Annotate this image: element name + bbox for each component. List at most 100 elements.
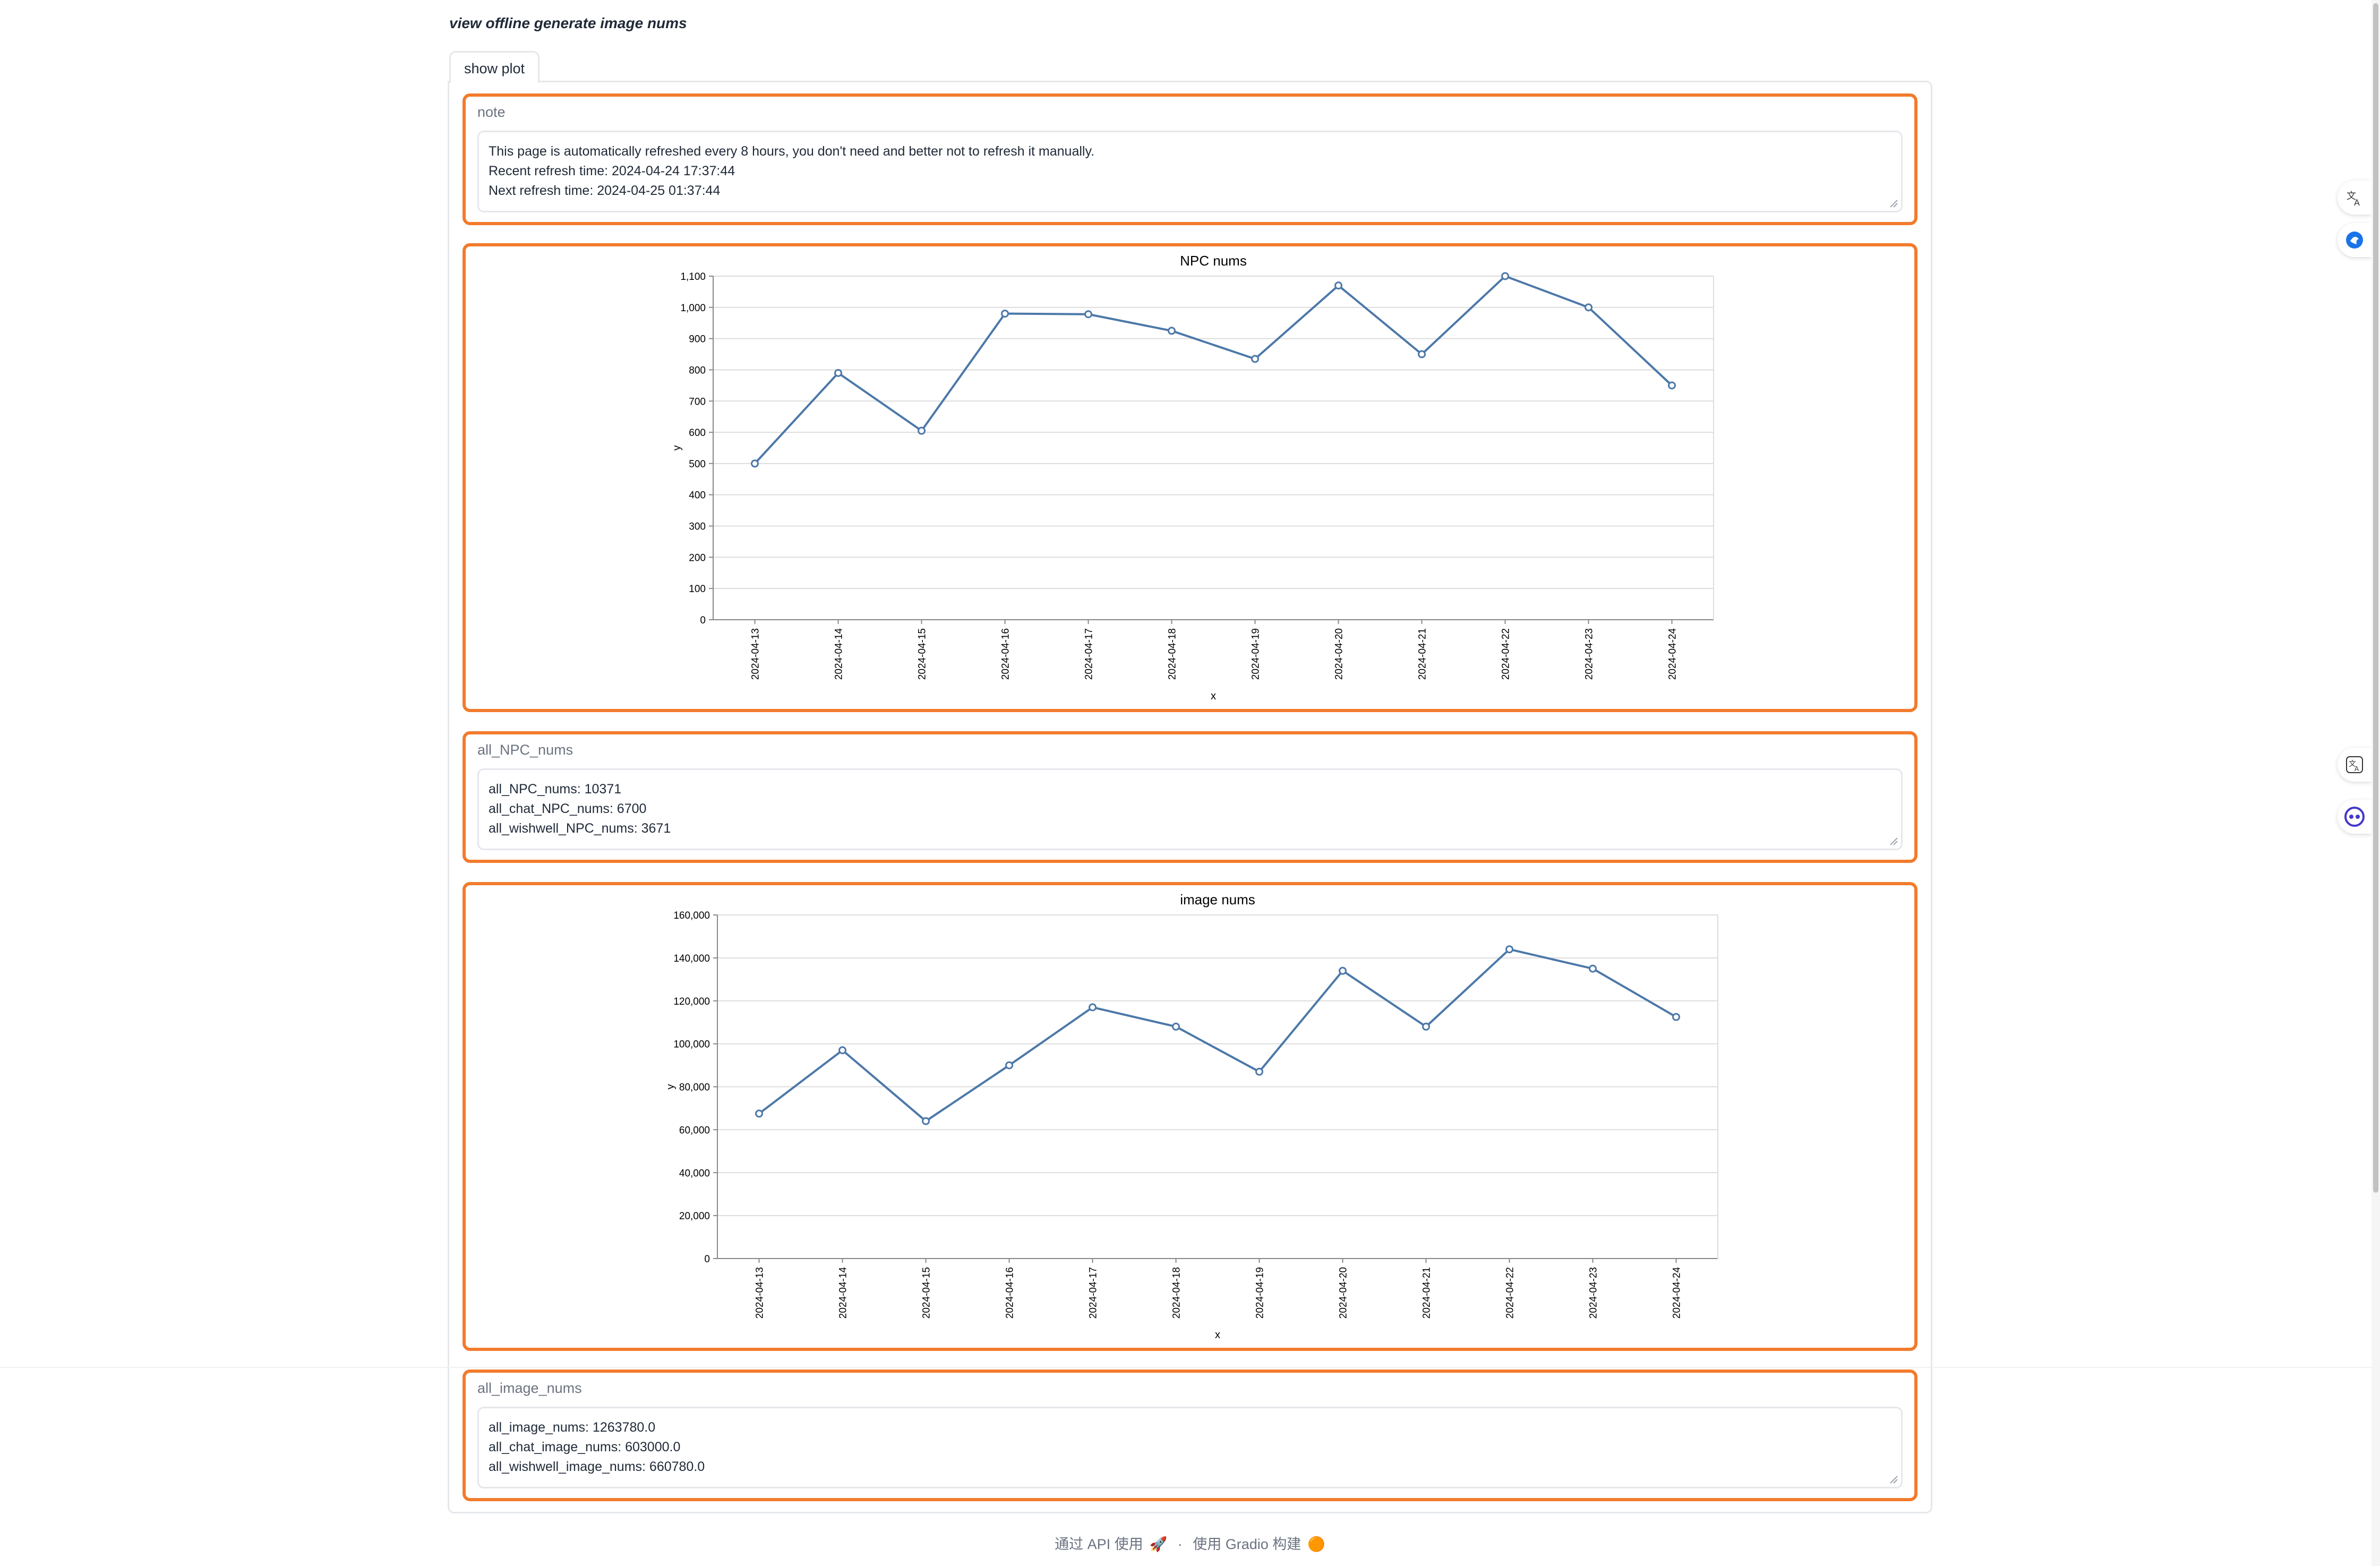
scrollbar-thumb[interactable]: [2373, 3, 2378, 1193]
npc-nums-chart: NPC nums 0 100 200 300 400 500 600 700 800 900 1,00…: [671, 253, 1714, 702]
y-tick-label: 300: [689, 521, 706, 533]
x-tick-label: 2024-04-13: [750, 628, 761, 680]
gradio-logo-icon: 🟠: [1307, 1536, 1325, 1552]
note-label: note: [477, 104, 506, 120]
x-tick-label: 2024-04-14: [834, 628, 845, 680]
resize-handle-icon[interactable]: [1888, 1474, 1898, 1484]
y-tick-label: 900: [689, 334, 706, 345]
npc-chart-block: NPC nums 0 100 200 300 400 500 600 700 800 900 1,00…: [463, 243, 1917, 712]
data-point: [1339, 966, 1347, 975]
note-line: Next refresh time: 2024-04-25 01:37:44: [489, 183, 721, 198]
image-nums-chart: image nums 0 20,000 40,000 60,000 80,000 100,0…: [665, 892, 1718, 1341]
data-point: [922, 1117, 930, 1125]
series-line: [758, 948, 1677, 1123]
data-point: [1501, 272, 1509, 280]
all-npc-textbox[interactable]: all_NPC_nums: 10371 all_chat_NPC_nums: 6…: [477, 768, 1903, 850]
all-npc-line: all_NPC_nums: 10371: [489, 782, 622, 797]
x-tick-label: 2024-04-16: [1000, 628, 1012, 680]
rocket-icon: 🚀: [1149, 1536, 1168, 1552]
data-point: [1585, 303, 1593, 312]
x-tick-label: 2024-04-19: [1255, 1267, 1266, 1319]
resize-handle-icon[interactable]: [1888, 836, 1898, 845]
y-tick-label: 200: [689, 552, 706, 563]
svg-text:A: A: [2355, 765, 2359, 773]
y-tick-label: 1,000: [680, 303, 706, 314]
data-point: [834, 369, 842, 377]
y-tick-label: 400: [689, 490, 706, 501]
y-tick-label: 160,000: [673, 910, 710, 921]
x-tick-label: 2024-04-21: [1422, 1267, 1433, 1319]
data-point: [751, 459, 759, 468]
x-axis-label: x: [1211, 690, 1216, 702]
x-tick-label: 2024-04-24: [1672, 1267, 1683, 1319]
x-tick-label: 2024-04-23: [1588, 1267, 1599, 1319]
x-tick-label: 2024-04-18: [1171, 1267, 1183, 1319]
data-point: [1668, 381, 1676, 390]
y-tick-label: 20,000: [679, 1211, 710, 1222]
resize-handle-icon[interactable]: [1888, 198, 1898, 208]
all-image-label: all_image_nums: [477, 1380, 582, 1396]
x-tick-label: 2024-04-19: [1251, 628, 1262, 680]
x-tick-label: 2024-04-17: [1088, 1267, 1099, 1319]
series-line: [754, 275, 1673, 465]
y-tick-label: 1,100: [680, 271, 706, 283]
y-tick-label: 80,000: [679, 1082, 710, 1093]
bird-icon[interactable]: [2338, 223, 2372, 257]
chart-title: image nums: [1180, 892, 1255, 908]
x-tick-label: 2024-04-18: [1167, 628, 1178, 680]
svg-text:文: 文: [2347, 191, 2356, 202]
note-textbox[interactable]: This page is automatically refreshed eve…: [477, 131, 1903, 212]
x-tick-label: 2024-04-22: [1505, 1267, 1516, 1319]
divider: [0, 1367, 2372, 1368]
x-tick-label: 2024-04-16: [1005, 1267, 1016, 1319]
footer: 通过 API 使用 🚀 · 使用 Gradio 构建 🟠: [0, 1533, 2380, 1553]
y-tick-label: 40,000: [679, 1168, 710, 1179]
page-title: view offline generate image nums: [449, 15, 687, 31]
x-tick-label: 2024-04-13: [755, 1267, 766, 1319]
data-point: [1255, 1067, 1263, 1076]
data-point: [1418, 350, 1426, 358]
data-point: [1589, 964, 1597, 973]
y-tick-label: 120,000: [673, 996, 710, 1007]
tab-show-plot[interactable]: show plot: [449, 51, 540, 83]
all-npc-line: all_wishwell_NPC_nums: 3671: [489, 821, 671, 836]
x-tick-label: 2024-04-14: [838, 1267, 849, 1319]
y-tick-label: 100,000: [673, 1039, 710, 1050]
data-point: [755, 1109, 763, 1118]
all-image-line: all_wishwell_image_nums: 660780.0: [489, 1459, 705, 1474]
all-image-block: all_image_nums all_image_nums: 1263780.0…: [463, 1370, 1917, 1501]
api-link[interactable]: 通过 API 使用: [1055, 1536, 1143, 1552]
x-tick-label: 2024-04-24: [1667, 628, 1679, 680]
y-axis-label: y: [671, 446, 683, 451]
y-tick-label: 0: [704, 1254, 710, 1265]
all-npc-label: all_NPC_nums: [477, 742, 573, 758]
x-axis-label: x: [1215, 1329, 1220, 1341]
y-tick-label: 0: [700, 615, 706, 626]
data-point: [1422, 1022, 1430, 1031]
data-point: [1084, 310, 1092, 319]
image-chart-block: image nums 0 20,000 40,000 60,000 80,000 100,0…: [463, 882, 1917, 1351]
svg-text:A: A: [2354, 198, 2360, 207]
data-point: [1001, 310, 1009, 318]
y-tick-label: 140,000: [673, 953, 710, 964]
y-tick-label: 800: [689, 365, 706, 376]
footer-separator: ·: [1177, 1536, 1183, 1552]
data-point: [838, 1046, 846, 1055]
assistant-icon[interactable]: [2338, 800, 2372, 834]
data-point: [1334, 281, 1342, 290]
all-npc-block: all_NPC_nums all_NPC_nums: 10371 all_cha…: [463, 731, 1917, 863]
data-point: [1672, 1013, 1680, 1021]
data-point: [1172, 1022, 1180, 1031]
y-tick-label: 60,000: [679, 1125, 710, 1136]
gradio-link[interactable]: 使用 Gradio 构建: [1193, 1536, 1302, 1552]
x-tick-label: 2024-04-21: [1417, 628, 1428, 680]
note-line: Recent refresh time: 2024-04-24 17:37:44: [489, 164, 735, 178]
y-tick-label: 500: [689, 459, 706, 470]
y-tick-label: 600: [689, 427, 706, 439]
x-tick-label: 2024-04-15: [917, 628, 928, 680]
data-point: [1251, 355, 1259, 363]
svg-text:文: 文: [2349, 760, 2356, 768]
all-image-textbox[interactable]: all_image_nums: 1263780.0 all_chat_image…: [477, 1407, 1903, 1488]
